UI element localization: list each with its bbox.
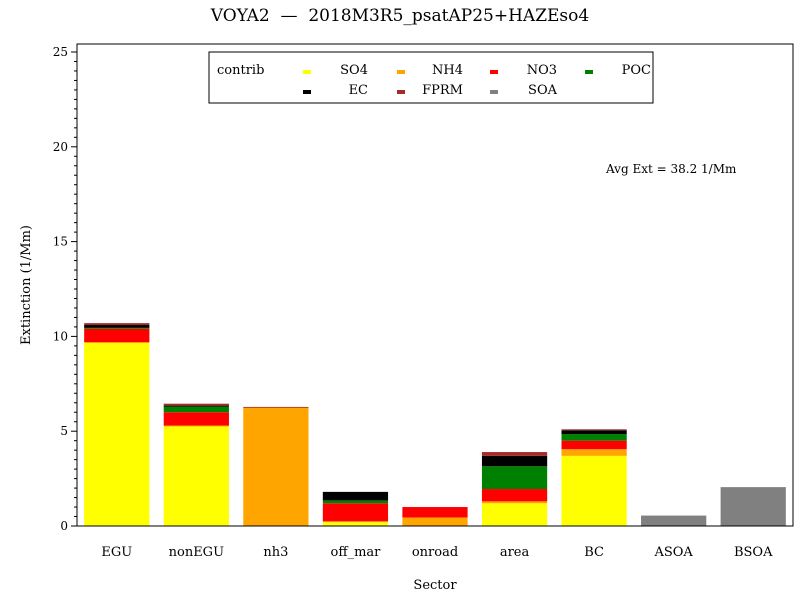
bar-poc-area — [481, 466, 548, 490]
bar-ec-area — [481, 455, 548, 467]
bar-nh4-onroad — [402, 517, 468, 526]
bar-nh4-egu — [84, 342, 150, 344]
y-tick-label: 15 — [53, 235, 68, 249]
bar-fprm-egu — [84, 323, 150, 326]
y-tick-label: 20 — [53, 140, 68, 154]
bar-soa-asoa — [641, 515, 707, 526]
y-tick-label: 5 — [60, 424, 68, 438]
bar-ec-bc — [561, 430, 627, 435]
legend-swatch-nh4 — [397, 70, 405, 74]
x-axis-label: Sector — [413, 578, 457, 593]
bar-ec-off_mar — [322, 491, 389, 501]
bar-fprm-bc — [561, 429, 627, 431]
bar-no3-nonegu — [163, 412, 229, 426]
bar-soa-bsoa — [720, 487, 786, 526]
bar-fprm-nonegu — [163, 403, 229, 406]
x-tick-label: EGU — [101, 545, 132, 560]
legend-label-soa: SOA — [528, 83, 558, 98]
bar-so4-area — [481, 503, 548, 526]
bars-layer — [84, 323, 786, 526]
bar-ec-nonegu — [163, 405, 229, 407]
x-tick-label: ASOA — [653, 545, 693, 560]
legend-label-ec: EC — [349, 83, 368, 98]
bar-so4-bc — [561, 455, 627, 526]
x-tick-label: area — [500, 545, 530, 560]
bar-no3-onroad — [402, 507, 468, 518]
legend-swatch-fprm — [397, 90, 405, 94]
bar-nh4-nonegu — [163, 425, 229, 427]
bar-nh4-area — [481, 501, 548, 504]
avg-ext-annotation: Avg Ext = 38.2 1/Mm — [605, 162, 737, 176]
chart-title: VOYA2 — 2018M3R5_psatAP25+HAZEso4 — [210, 6, 590, 26]
bar-ec-egu — [84, 325, 150, 328]
bar-so4-off_mar — [322, 522, 389, 526]
legend-label-poc: POC — [622, 63, 651, 78]
bar-fprm-nh3 — [243, 406, 309, 408]
bar-no3-egu — [84, 328, 150, 343]
x-axis: EGU nonEGU nh3 off_mar onroad area BC ASOA BSOA — [101, 545, 773, 560]
legend-label-fprm: FPRM — [422, 83, 463, 98]
bar-nh4-bc — [561, 449, 627, 456]
legend: contrib SO4 NH4 NO3 POC EC FPRM SOA — [208, 51, 654, 104]
x-tick-label: BSOA — [734, 545, 773, 560]
x-tick-label: nonEGU — [169, 545, 224, 560]
bar-nh4-off_mar — [322, 521, 389, 523]
x-tick-label: BC — [584, 545, 604, 560]
legend-label-nh4: NH4 — [432, 63, 463, 78]
plot-frame — [76, 43, 794, 527]
legend-label-so4: SO4 — [340, 63, 368, 78]
legend-swatch-no3 — [490, 70, 498, 74]
x-tick-label: onroad — [412, 545, 458, 560]
bar-so4-egu — [84, 343, 150, 526]
y-tick-label: 25 — [53, 45, 68, 59]
x-tick-label: nh3 — [263, 545, 288, 560]
bar-poc-nonegu — [163, 406, 229, 413]
y-axis-label: Extinction (1/Mm) — [19, 225, 34, 345]
bar-poc-egu — [84, 327, 150, 329]
legend-swatch-ec — [303, 90, 311, 94]
bar-no3-area — [481, 489, 548, 502]
y-axis: 0 5 10 15 20 25 — [53, 45, 77, 533]
bar-fprm-area — [481, 452, 548, 456]
bar-so4-nonegu — [163, 426, 229, 526]
legend-label-no3: NO3 — [527, 63, 557, 78]
legend-box — [208, 51, 654, 104]
legend-items: SO4 NH4 NO3 POC EC FPRM SOA — [303, 63, 651, 98]
x-tick-label: off_mar — [331, 545, 382, 560]
legend-swatch-soa — [490, 90, 498, 94]
legend-swatch-so4 — [303, 70, 311, 74]
bar-nh4-nh3 — [243, 407, 309, 526]
bar-no3-bc — [561, 440, 627, 450]
bar-no3-off_mar — [322, 503, 389, 522]
legend-title: contrib — [217, 63, 264, 78]
bar-poc-bc — [561, 434, 627, 441]
bar-poc-off_mar — [322, 500, 389, 504]
y-tick-label: 0 — [60, 519, 68, 533]
legend-swatch-poc — [585, 70, 593, 74]
y-tick-label: 10 — [53, 329, 68, 343]
